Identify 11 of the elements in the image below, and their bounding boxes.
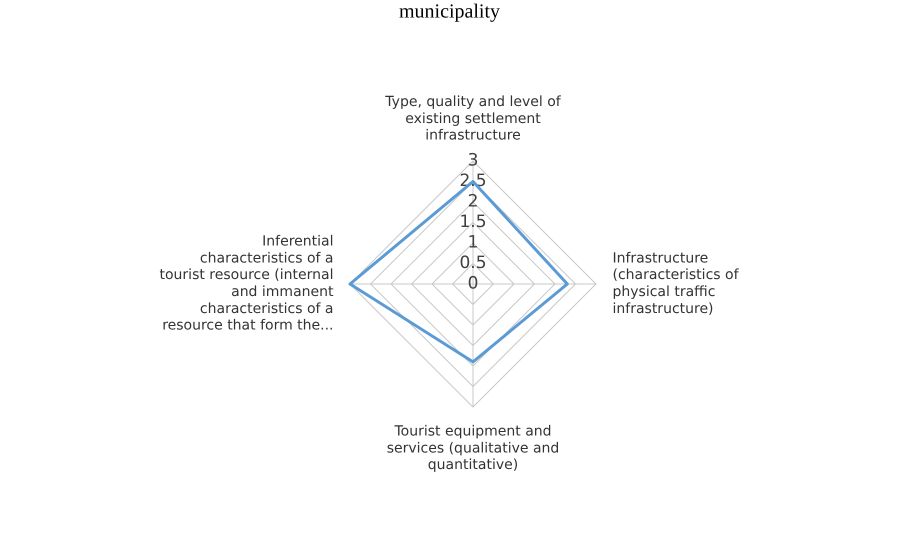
spoke-label: Infrastructure (characteristics of physical traffic infrastructure) <box>612 250 740 317</box>
y-tick-label: 2 <box>468 191 478 212</box>
y-tick-label: 3 <box>468 150 478 170</box>
y-tick-label: 1 <box>468 232 478 252</box>
y-tick-label: 0.5 <box>459 252 487 273</box>
spoke-label: Tourist equipment and services (qualitative and quantitative) <box>386 424 560 474</box>
spoke-label: Inferential characteristics of a tourist resource (internal and immanent characteristics of a resource that form the... <box>160 234 334 334</box>
y-tick-label: 0 <box>468 273 478 294</box>
y-tick-label: 1.5 <box>459 212 487 232</box>
chart-title: municipality <box>398 0 500 22</box>
spoke-label: Type, quality and level of existing settlement infrastructure <box>384 94 562 144</box>
